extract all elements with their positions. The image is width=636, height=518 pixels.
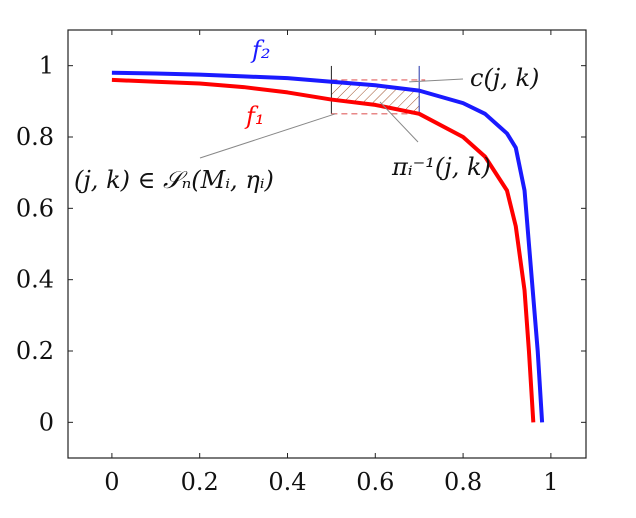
x-tick-label: 0.4 (268, 468, 306, 496)
series-line-f1 (111, 77, 536, 423)
x-tick-label: 0 (104, 468, 119, 496)
tick-layer: 0 0.2 0.4 0.6 0.8 1 0 0.2 0.4 0.6 0.8 1 (16, 30, 586, 496)
y-tick-label: 0 (39, 408, 54, 436)
y-tick-label: 0.2 (16, 337, 54, 365)
pi-leader-line (379, 101, 419, 143)
f1-label: f₁ (244, 102, 265, 130)
y-tick-label: 1 (39, 52, 54, 80)
pi-label: πᵢ⁻¹(j, k) (391, 153, 491, 181)
x-tick-label: 1 (543, 468, 558, 496)
s-leader-line (199, 113, 336, 159)
series-line-f2 (111, 70, 545, 423)
axis-layer (67, 29, 587, 459)
x-tick-label: 0.2 (181, 468, 219, 496)
plot-frame (67, 29, 587, 459)
y-tick-label: 0.4 (16, 266, 54, 294)
x-tick-label: 0.8 (444, 468, 482, 496)
y-tick-label: 0.8 (16, 123, 54, 151)
y-tick-label: 0.6 (16, 194, 54, 222)
c-leader-line (409, 78, 464, 83)
c-label: c(j, k) (470, 64, 539, 92)
plot-layer (111, 65, 545, 423)
s-label: (j, k) ∈ 𝒮ₙ(Mᵢ, ηᵢ) (74, 166, 274, 194)
f2-label: f₂ (250, 36, 271, 64)
x-tick-label: 0.6 (356, 468, 394, 496)
